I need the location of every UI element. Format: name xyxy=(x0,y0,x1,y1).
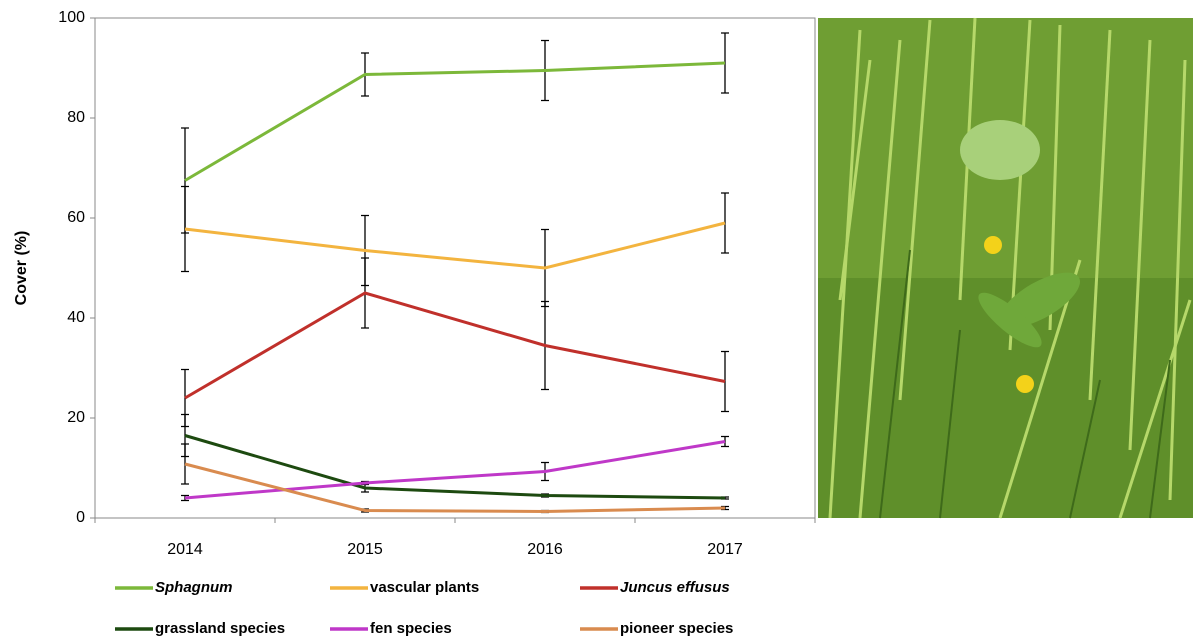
x-tick-label: 2016 xyxy=(527,541,563,558)
photo-flower xyxy=(984,236,1002,254)
legend-label: Juncus effusus xyxy=(620,579,730,596)
photo-shadows xyxy=(879,249,1171,519)
photo-leaves xyxy=(960,120,1080,348)
series-line xyxy=(184,440,726,500)
legend-label: grassland species xyxy=(155,620,285,637)
photo-flower xyxy=(1016,375,1034,393)
x-tick-label: 2015 xyxy=(347,541,383,558)
legend-label: Sphagnum xyxy=(155,579,233,596)
y-tick-label: 20 xyxy=(67,409,85,426)
y-tick-label: 0 xyxy=(76,509,85,526)
legend: Sphagnum vascular plants Juncus effusus gra… xyxy=(115,579,733,637)
y-tick-label: 100 xyxy=(58,9,85,26)
legend-label: vascular plants xyxy=(370,579,479,596)
series-line xyxy=(184,434,726,500)
error-bar xyxy=(721,32,729,94)
legend-label: fen species xyxy=(370,620,452,637)
series-line xyxy=(184,462,726,514)
y-axis-label: Cover (%) xyxy=(13,231,30,306)
legend-label: pioneer species xyxy=(620,620,733,637)
y-tick-label: 40 xyxy=(67,309,85,326)
x-tick-label: 2017 xyxy=(707,541,743,558)
series-line xyxy=(184,61,726,182)
y-tick-label: 60 xyxy=(67,209,85,226)
series-line xyxy=(184,291,726,400)
y-tick-label: 80 xyxy=(67,109,85,126)
x-tick-label: 2014 xyxy=(167,541,203,558)
photo xyxy=(818,17,1193,519)
series-line xyxy=(184,221,726,270)
